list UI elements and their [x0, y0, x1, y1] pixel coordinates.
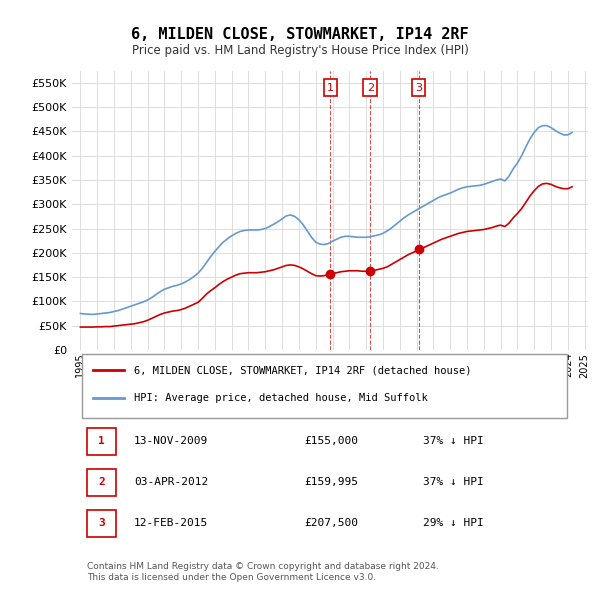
Text: 12-FEB-2015: 12-FEB-2015: [134, 519, 208, 529]
Text: 1: 1: [98, 436, 105, 446]
Text: 37% ↓ HPI: 37% ↓ HPI: [423, 436, 484, 446]
Text: HPI: Average price, detached house, Mid Suffolk: HPI: Average price, detached house, Mid …: [134, 393, 428, 403]
Text: 13-NOV-2009: 13-NOV-2009: [134, 436, 208, 446]
FancyBboxPatch shape: [88, 468, 116, 496]
FancyBboxPatch shape: [88, 428, 116, 455]
Text: 2: 2: [98, 477, 105, 487]
Text: 3: 3: [98, 519, 105, 529]
Text: Contains HM Land Registry data © Crown copyright and database right 2024.
This d: Contains HM Land Registry data © Crown c…: [88, 562, 439, 582]
Text: 03-APR-2012: 03-APR-2012: [134, 477, 208, 487]
Text: 3: 3: [415, 83, 422, 93]
Text: 29% ↓ HPI: 29% ↓ HPI: [423, 519, 484, 529]
Text: Price paid vs. HM Land Registry's House Price Index (HPI): Price paid vs. HM Land Registry's House …: [131, 44, 469, 57]
FancyBboxPatch shape: [82, 355, 568, 418]
Text: 1: 1: [327, 83, 334, 93]
Text: 37% ↓ HPI: 37% ↓ HPI: [423, 477, 484, 487]
Text: £159,995: £159,995: [304, 477, 358, 487]
Text: 2: 2: [367, 83, 374, 93]
Text: £207,500: £207,500: [304, 519, 358, 529]
Text: £155,000: £155,000: [304, 436, 358, 446]
Text: 6, MILDEN CLOSE, STOWMARKET, IP14 2RF: 6, MILDEN CLOSE, STOWMARKET, IP14 2RF: [131, 27, 469, 41]
FancyBboxPatch shape: [88, 510, 116, 537]
Text: 6, MILDEN CLOSE, STOWMARKET, IP14 2RF (detached house): 6, MILDEN CLOSE, STOWMARKET, IP14 2RF (d…: [134, 365, 472, 375]
